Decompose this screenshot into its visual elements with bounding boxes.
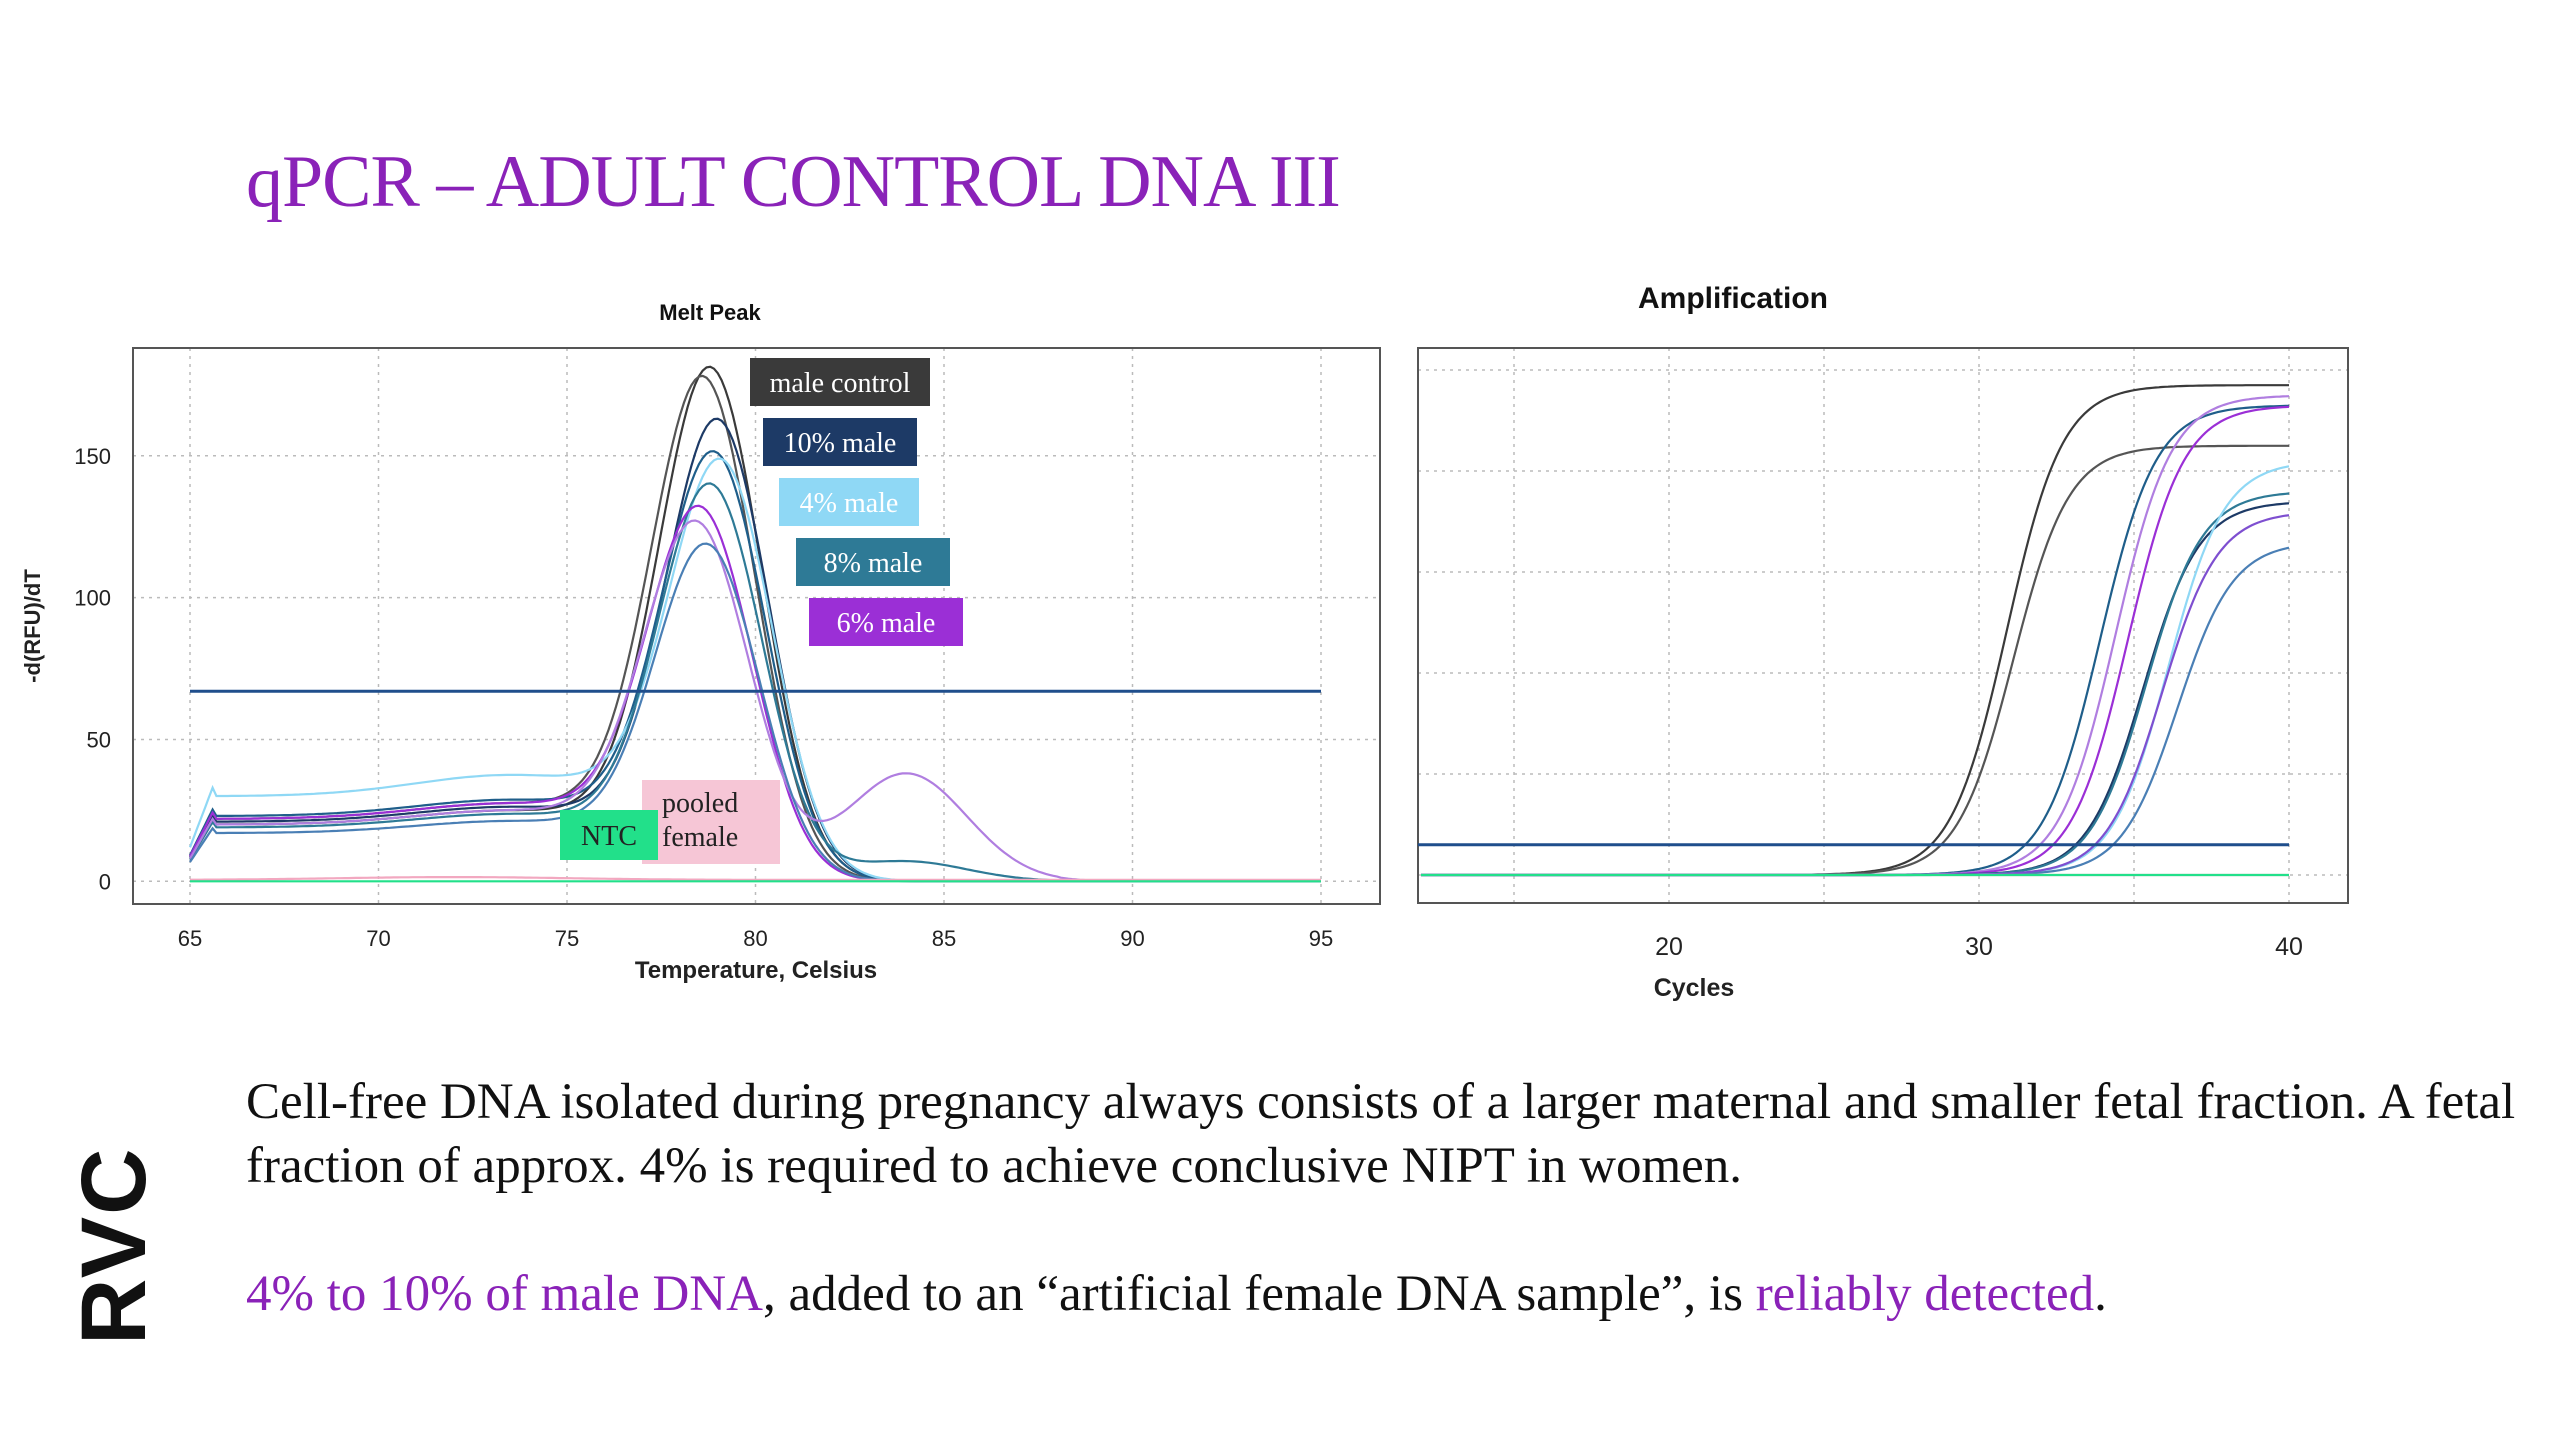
legend-label-box — [796, 538, 950, 586]
melt-plot-frame — [132, 347, 1381, 905]
melt-peak-chart: Melt Peak 65 70 75 80 85 90 95 0 50 100 150 male c… — [20, 300, 1381, 984]
melt-x-tick-label: 80 — [743, 926, 767, 951]
melt-axis-ticks: 65 70 75 80 85 90 95 0 50 100 150 — [74, 444, 1333, 951]
melt-legend-label: 4% male — [779, 478, 919, 526]
amp-chart-title: Amplification — [1638, 282, 1828, 315]
legend-label-text: female — [662, 822, 738, 853]
melt-x-tick-label: 85 — [932, 926, 956, 951]
melt-chart-title: Melt Peak — [659, 300, 761, 325]
melt-legend-labels: male control 10% male 4% male 8% male 6% mal… — [560, 358, 963, 864]
legend-label-box — [779, 478, 919, 526]
amp-x-axis-label: Cycles — [1654, 974, 1735, 1002]
melt-legend-label: NTC — [560, 810, 658, 860]
amp-x-tick-label: 40 — [2275, 933, 2303, 961]
legend-label-box — [560, 810, 658, 860]
melt-x-tick-label: 95 — [1309, 926, 1333, 951]
melt-y-tick-label: 100 — [74, 586, 111, 611]
melt-y-tick-label: 50 — [87, 727, 111, 752]
amp-axis-ticks: 20 30 40 — [1655, 933, 2303, 961]
paragraph-detection: 4% to 10% of male DNA, added to an “arti… — [246, 1262, 2526, 1326]
paragraph-fetal-fraction: Cell-free DNA isolated during pregnancy … — [246, 1074, 2516, 1194]
slide-title: qPCR – ADULT CONTROL DNA III — [246, 141, 1341, 223]
amp-series-line — [1421, 514, 2290, 877]
paragraph-detection-middle: , added to an “artificial female DNA sam… — [762, 1266, 1756, 1322]
paragraph-detection-end: . — [2094, 1266, 2107, 1322]
legend-label-text: NTC — [581, 821, 637, 852]
legend-label-text: 8% male — [824, 548, 923, 579]
melt-series-lines — [188, 365, 1321, 883]
highlight-male-dna: 4% to 10% of male DNA — [246, 1266, 763, 1322]
melt-y-tick-label: 0 — [99, 869, 111, 894]
amp-x-tick-label: 20 — [1655, 933, 1683, 961]
legend-label-box — [750, 358, 930, 406]
legend-label-box — [763, 418, 917, 466]
amp-x-tick-label: 30 — [1965, 933, 1993, 961]
melt-series-line — [190, 876, 1321, 881]
melt-x-tick-label: 75 — [555, 926, 579, 951]
amp-plot-frame — [1417, 347, 2349, 904]
amp-series-line — [1421, 384, 2289, 877]
legend-label-text: 6% male — [837, 608, 936, 639]
melt-legend-label: 10% male — [763, 418, 917, 466]
melt-y-axis-label: -d(RFU)/dT — [20, 569, 45, 683]
amp-series-line — [1421, 502, 2290, 877]
highlight-reliably-detected: reliably detected — [1755, 1266, 2095, 1322]
melt-legend-label: male control — [750, 358, 930, 406]
melt-x-tick-label: 90 — [1120, 926, 1144, 951]
melt-legend-label: 6% male — [809, 598, 963, 646]
amp-series-line — [1421, 465, 2290, 877]
legend-label-box — [809, 598, 963, 646]
legend-label-text: male control — [770, 368, 911, 399]
melt-x-tick-label: 70 — [366, 926, 390, 951]
legend-label-box — [642, 780, 780, 864]
melt-x-axis-label: Temperature, Celsius — [635, 957, 877, 984]
amp-series-line — [1421, 444, 2289, 877]
melt-y-tick-label: 150 — [74, 444, 111, 469]
rvc-logo: RVC — [63, 1146, 165, 1345]
amp-series-lines — [1421, 384, 2290, 877]
slide-body-text: Cell-free DNA isolated during pregnancy … — [246, 1070, 2526, 1326]
amp-series-line — [1421, 546, 2290, 877]
legend-label-text: 4% male — [800, 488, 899, 519]
legend-label-text: 10% male — [784, 428, 897, 459]
legend-label-text: pooled — [662, 788, 738, 819]
melt-legend-label: 8% male — [796, 538, 950, 586]
amp-series-line — [1421, 492, 2290, 877]
melt-x-tick-label: 65 — [178, 926, 202, 951]
amplification-chart: Amplification 20 30 40 Cycles — [1417, 282, 2349, 1002]
